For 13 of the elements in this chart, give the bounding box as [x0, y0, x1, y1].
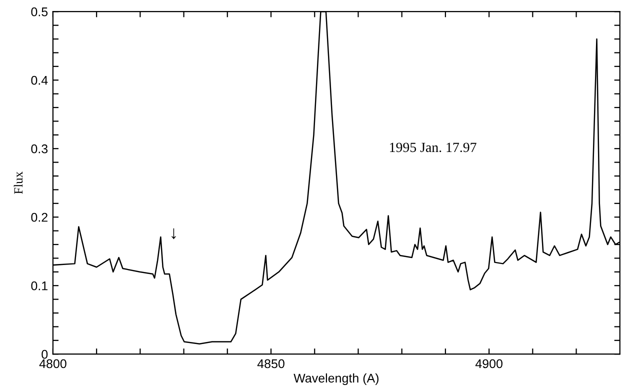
x-axis-title: Wavelength (A) [294, 373, 378, 386]
y-tick-label: 0.3 [31, 144, 48, 154]
x-tick-label: 4850 [257, 359, 284, 368]
x-tick-label: 4900 [475, 359, 502, 368]
y-tick-label: 0.2 [31, 212, 48, 222]
y-tick-label: 0 [42, 350, 48, 359]
y-tick-label: 0.4 [31, 76, 48, 85]
y-axis-title: Flux [14, 172, 23, 194]
y-tick-label: 0.5 [31, 7, 48, 16]
annotation: ↓ [172, 228, 176, 240]
x-tick-label: 4800 [39, 359, 66, 368]
annotation: 1995 Jan. 17.97 [390, 142, 476, 152]
y-tick-label: 0.1 [31, 281, 48, 290]
